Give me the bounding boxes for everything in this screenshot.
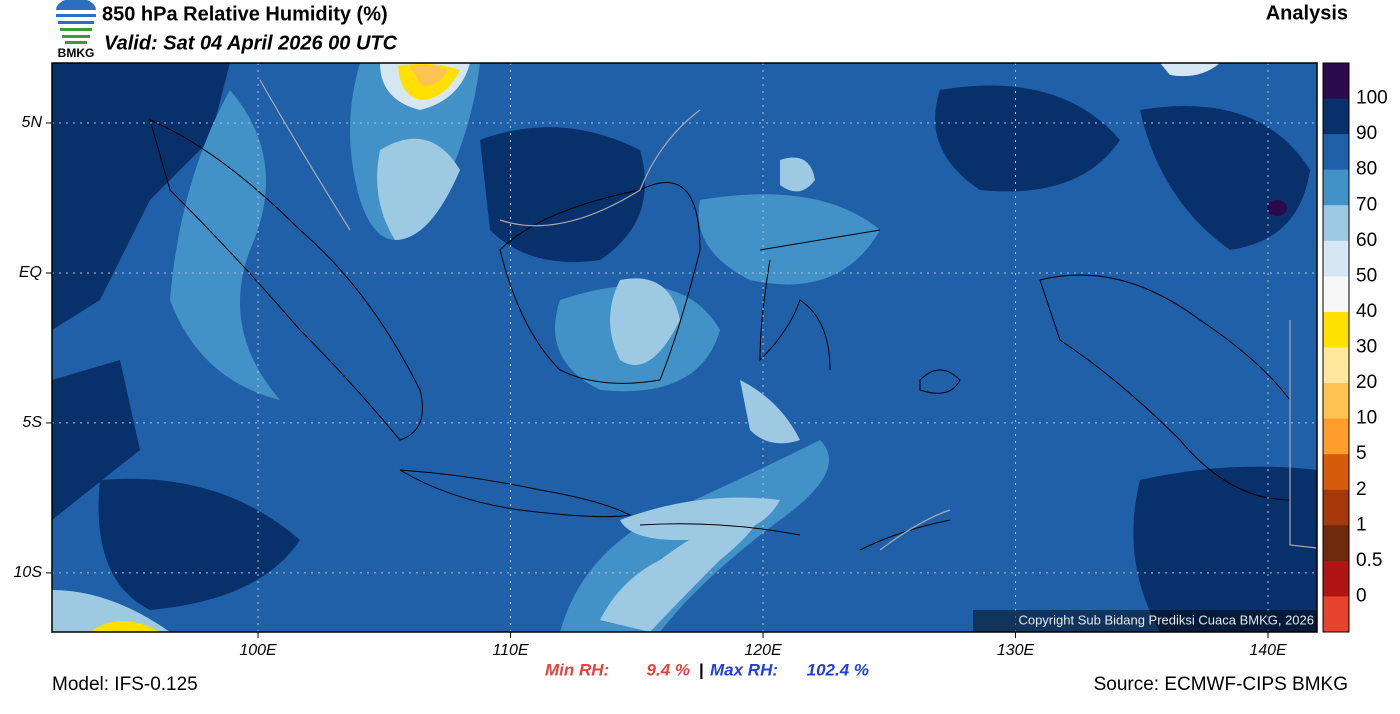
colorbar-segment xyxy=(1323,454,1349,491)
colorbar-segment xyxy=(1323,525,1349,562)
copyright-box xyxy=(973,610,1317,632)
source: Source: ECMWF-CIPS BMKG xyxy=(1094,674,1348,695)
colorbar-frame xyxy=(1322,62,1350,633)
y-tick-label: 10S xyxy=(14,564,43,581)
x-tick-label: 120E xyxy=(744,642,782,659)
model: Model: IFS-0.125 xyxy=(52,674,198,695)
colorbar-label: 2 xyxy=(1356,479,1367,500)
humidity-field xyxy=(52,63,1317,632)
colorbar-segment xyxy=(1323,240,1349,277)
title: 850 hPa Relative Humidity (%) xyxy=(102,3,388,25)
map-frame xyxy=(51,62,1318,633)
colorbar-label: 50 xyxy=(1356,265,1377,286)
colorbar-segment xyxy=(1323,596,1349,633)
max-rh: 102.4 % xyxy=(807,660,869,679)
colorbar-segment xyxy=(1323,311,1349,348)
y-tick-label: 5S xyxy=(22,414,42,431)
valid-time: Valid: Sat 04 April 2026 00 UTC xyxy=(104,32,398,54)
colorbar-segment xyxy=(1323,63,1349,100)
separator: | xyxy=(699,660,704,679)
x-tick-label: 110E xyxy=(492,642,529,659)
colorbar-segment xyxy=(1323,418,1349,455)
colorbar-segment xyxy=(1323,560,1349,597)
logo-text: BMKG xyxy=(58,46,95,60)
colorbar-segment xyxy=(1323,489,1349,526)
min-rh-label: Min RH: xyxy=(545,660,609,679)
gridlines xyxy=(52,63,1317,632)
colorbar-segment xyxy=(1323,169,1349,206)
colorbar-label: 30 xyxy=(1356,337,1377,358)
y-tick-label: EQ xyxy=(19,264,42,281)
colorbar-label: 0 xyxy=(1356,585,1367,606)
colorbar-segment xyxy=(1323,276,1349,313)
analysis-label: Analysis xyxy=(1266,2,1348,24)
copyright: Copyright Sub Bidang Prediksi Cuaca BMKG… xyxy=(1018,612,1314,627)
colorbar: 100 90 80 70 60 50 40 30 20 10 5 2 1 0.5 0 xyxy=(1322,62,1388,633)
y-tick-label: 5N xyxy=(22,114,43,131)
colorbar-label: 100 xyxy=(1356,88,1388,109)
min-rh: 9.4 % xyxy=(647,660,690,679)
axis-ticks: 100E 110E 120E 130E 140E 5N EQ 5S 10S xyxy=(14,114,1287,659)
colorbar-label: 70 xyxy=(1356,194,1377,215)
x-tick-label: 130E xyxy=(997,642,1035,659)
logo: BMKG xyxy=(56,0,96,60)
borders xyxy=(259,79,1317,551)
colorbar-label: 80 xyxy=(1356,159,1377,180)
colorbar-label: 20 xyxy=(1356,372,1377,393)
colorbar-label: 10 xyxy=(1356,408,1377,429)
coastlines xyxy=(149,119,1291,551)
colorbar-label: 1 xyxy=(1356,514,1367,535)
colorbar-label: 0.5 xyxy=(1356,550,1382,571)
colorbar-label: 90 xyxy=(1356,123,1377,144)
colorbar-label: 60 xyxy=(1356,230,1377,251)
x-tick-label: 100E xyxy=(239,642,277,659)
colorbar-segment xyxy=(1323,98,1349,135)
colorbar-segment xyxy=(1323,347,1349,384)
colorbar-label: 5 xyxy=(1356,443,1367,464)
x-tick-label: 140E xyxy=(1249,642,1287,659)
colorbar-segment xyxy=(1323,134,1349,171)
colorbar-label: 40 xyxy=(1356,301,1377,322)
colorbar-segment xyxy=(1323,383,1349,420)
max-rh-label: Max RH: xyxy=(710,660,778,679)
colorbar-segment xyxy=(1323,205,1349,242)
